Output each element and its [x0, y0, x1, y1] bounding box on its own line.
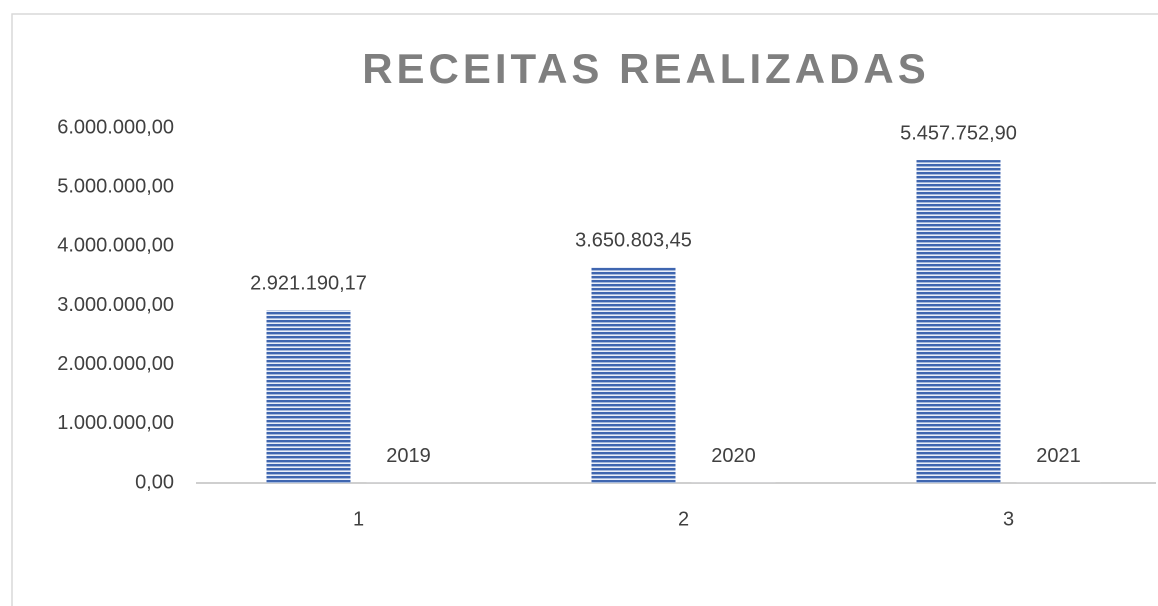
x-tick-label: 1 [353, 508, 364, 530]
chart-border [11, 13, 1158, 606]
data-label: 3.650.803,45 [575, 229, 692, 251]
y-tick-label: 5.000.000,00 [57, 175, 174, 197]
y-tick-label: 2.000.000,00 [57, 353, 174, 375]
x-tick-label: 2 [678, 508, 689, 530]
y-tick-label: 1.000.000,00 [57, 412, 174, 434]
data-label: 2020 [711, 445, 756, 467]
data-label: 2.921.190,17 [250, 272, 367, 294]
bar [591, 266, 676, 483]
y-tick-label: 4.000.000,00 [57, 235, 174, 257]
chart-title: RECEITAS REALIZADAS [362, 45, 930, 92]
data-label: 2021 [1036, 445, 1081, 467]
y-tick-label: 3.000.000,00 [57, 294, 174, 316]
y-tick-label: 6.000.000,00 [57, 116, 174, 138]
bar [266, 310, 351, 483]
data-label: 5.457.752,90 [900, 122, 1017, 144]
y-tick-label: 0,00 [135, 471, 174, 493]
bar [916, 160, 1001, 483]
x-tick-label: 3 [1003, 508, 1014, 530]
data-label: 2019 [386, 445, 431, 467]
